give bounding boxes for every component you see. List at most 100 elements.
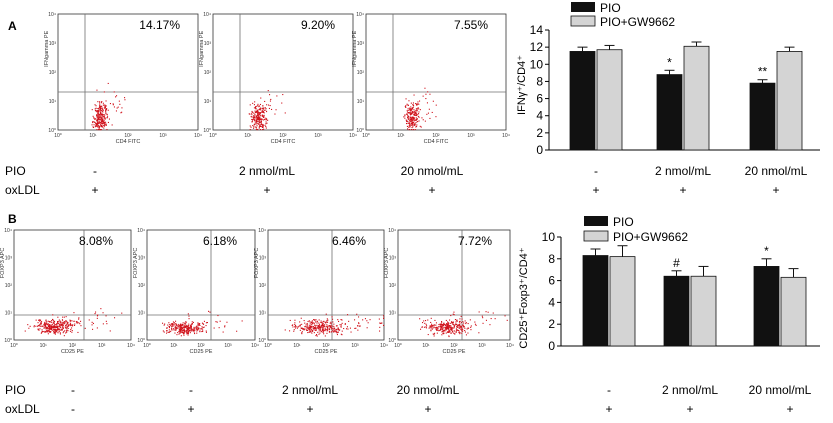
flow-event-dot bbox=[115, 110, 117, 112]
flow-event-dot bbox=[317, 331, 319, 333]
flow-event-dot bbox=[201, 328, 203, 330]
flow-event-dot bbox=[255, 121, 257, 123]
flow-event-dot bbox=[362, 319, 364, 321]
flow-event-dot bbox=[465, 323, 467, 325]
flow-event-dot bbox=[448, 327, 450, 329]
flow-event-dot bbox=[322, 324, 324, 326]
panel-a-oxldl-value-3: + bbox=[428, 183, 435, 197]
flow-event-dot bbox=[179, 329, 181, 331]
flow-event-dot bbox=[330, 325, 332, 327]
flow-y-tick-label: 10² bbox=[49, 70, 57, 76]
flow-event-dot bbox=[208, 310, 210, 312]
flow-quadrant-percent: 6.46% bbox=[332, 234, 366, 248]
flow-event-dot bbox=[46, 328, 48, 330]
flow-event-dot bbox=[256, 110, 258, 112]
flow-event-dot bbox=[441, 325, 443, 327]
flow-event-dot bbox=[97, 112, 99, 114]
flow-event-dot bbox=[410, 106, 412, 108]
flow-event-dot bbox=[174, 326, 176, 328]
flow-event-dot bbox=[436, 332, 438, 334]
flow-y-tick-label: 10⁰ bbox=[388, 338, 396, 344]
flow-event-dot bbox=[183, 334, 185, 336]
flow-event-dot bbox=[446, 325, 448, 327]
flow-event-dot bbox=[300, 327, 302, 329]
flow-event-dot bbox=[180, 328, 182, 330]
flow-event-dot bbox=[262, 111, 264, 113]
flow-y-tick-label: 10¹ bbox=[49, 99, 57, 105]
bar-chart-y-tick-label: 2 bbox=[548, 317, 555, 331]
flow-event-dot bbox=[55, 329, 57, 331]
flow-event-dot bbox=[506, 319, 508, 321]
flow-event-dot bbox=[256, 114, 258, 116]
flow-event-dot bbox=[174, 332, 176, 334]
flow-event-dot bbox=[406, 123, 408, 125]
flow-event-dot bbox=[406, 110, 408, 112]
flow-event-dot bbox=[364, 318, 366, 320]
flow-event-dot bbox=[65, 332, 67, 334]
flow-event-dot bbox=[264, 118, 266, 120]
flow-y-tick-label: 10² bbox=[259, 283, 267, 289]
flow-event-dot bbox=[467, 332, 469, 334]
flow-event-dot bbox=[54, 328, 56, 330]
flow-event-dot bbox=[442, 327, 444, 329]
flow-event-dot bbox=[434, 319, 436, 321]
flow-x-tick-label: 10⁴ bbox=[506, 343, 514, 349]
flow-event-dot bbox=[415, 122, 417, 124]
flow-event-dot bbox=[420, 328, 422, 330]
bar-b-pio-cond-3: 20 nmol/mL bbox=[749, 383, 812, 397]
flow-event-dot bbox=[201, 331, 203, 333]
flow-event-dot bbox=[50, 328, 52, 330]
flow-event-dot bbox=[187, 325, 189, 327]
flow-event-dot bbox=[101, 118, 103, 120]
flow-event-dot bbox=[259, 119, 261, 121]
flow-event-dot bbox=[303, 328, 305, 330]
flow-event-dot bbox=[39, 325, 41, 327]
flow-event-dot bbox=[189, 326, 191, 328]
flow-event-dot bbox=[45, 327, 47, 329]
flow-event-dot bbox=[463, 325, 465, 327]
flow-event-dot bbox=[415, 118, 417, 120]
flow-event-dot bbox=[182, 328, 184, 330]
flow-event-dot bbox=[443, 330, 445, 332]
bar-chart-b-conditions: - 2 nmol/mL 20 nmol/mL + + + bbox=[605, 383, 811, 416]
flow-event-dot bbox=[318, 327, 320, 329]
flow-event-dot bbox=[181, 328, 183, 330]
flow-event-dot bbox=[262, 105, 264, 107]
flow-event-dot bbox=[97, 125, 99, 127]
flow-event-dot bbox=[453, 332, 455, 334]
flow-x-tick-label: 10² bbox=[432, 133, 440, 139]
flow-event-dot bbox=[191, 323, 193, 325]
flow-event-dot bbox=[184, 325, 186, 327]
flow-event-dot bbox=[428, 327, 430, 329]
flow-event-dot bbox=[254, 121, 256, 123]
flow-event-dot bbox=[411, 121, 413, 123]
flow-y-tick-label: 10² bbox=[204, 70, 212, 76]
flow-event-dot bbox=[315, 319, 317, 321]
flow-event-dot bbox=[275, 109, 277, 111]
flow-event-dot bbox=[259, 124, 261, 126]
flow-event-dot bbox=[186, 325, 188, 327]
flow-event-dot bbox=[248, 113, 250, 115]
flow-event-dot bbox=[46, 331, 48, 333]
flow-event-dot bbox=[190, 329, 192, 331]
flow-event-dot bbox=[299, 324, 301, 326]
flow-event-dot bbox=[449, 328, 451, 330]
flow-event-dot bbox=[315, 335, 317, 337]
flow-event-dot bbox=[294, 326, 296, 328]
flow-event-dot bbox=[187, 332, 189, 334]
flow-event-dot bbox=[406, 120, 408, 122]
flow-event-dot bbox=[205, 322, 207, 324]
flow-event-dot bbox=[309, 323, 311, 325]
flow-event-dot bbox=[96, 124, 98, 126]
flow-event-dot bbox=[95, 107, 97, 109]
panel-a-pio-label: PIO bbox=[5, 164, 26, 178]
flow-event-dot bbox=[324, 335, 326, 337]
flow-event-dot bbox=[41, 331, 43, 333]
flow-event-dot bbox=[407, 128, 409, 130]
flow-event-dot bbox=[411, 118, 413, 120]
flow-event-dot bbox=[172, 329, 174, 331]
flow-event-dot bbox=[27, 324, 29, 326]
flow-event-dot bbox=[419, 318, 421, 320]
legend-b-swatch-pio bbox=[584, 216, 608, 226]
